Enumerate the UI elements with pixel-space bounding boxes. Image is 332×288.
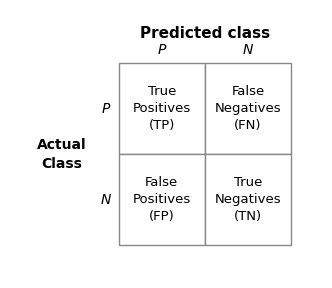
- FancyBboxPatch shape: [119, 154, 205, 245]
- FancyBboxPatch shape: [205, 63, 291, 154]
- Text: False
Positives
(FP): False Positives (FP): [133, 176, 191, 223]
- Text: P: P: [102, 102, 110, 116]
- FancyBboxPatch shape: [205, 154, 291, 245]
- Text: N: N: [243, 43, 253, 57]
- FancyBboxPatch shape: [119, 63, 205, 154]
- Text: True
Negatives
(TN): True Negatives (TN): [215, 176, 281, 223]
- Text: P: P: [158, 43, 166, 57]
- Text: True
Positives
(TP): True Positives (TP): [133, 85, 191, 132]
- Text: Actual
Class: Actual Class: [37, 138, 87, 170]
- Text: False
Negatives
(FN): False Negatives (FN): [215, 85, 281, 132]
- Text: Predicted class: Predicted class: [140, 26, 270, 41]
- Text: N: N: [101, 193, 111, 207]
